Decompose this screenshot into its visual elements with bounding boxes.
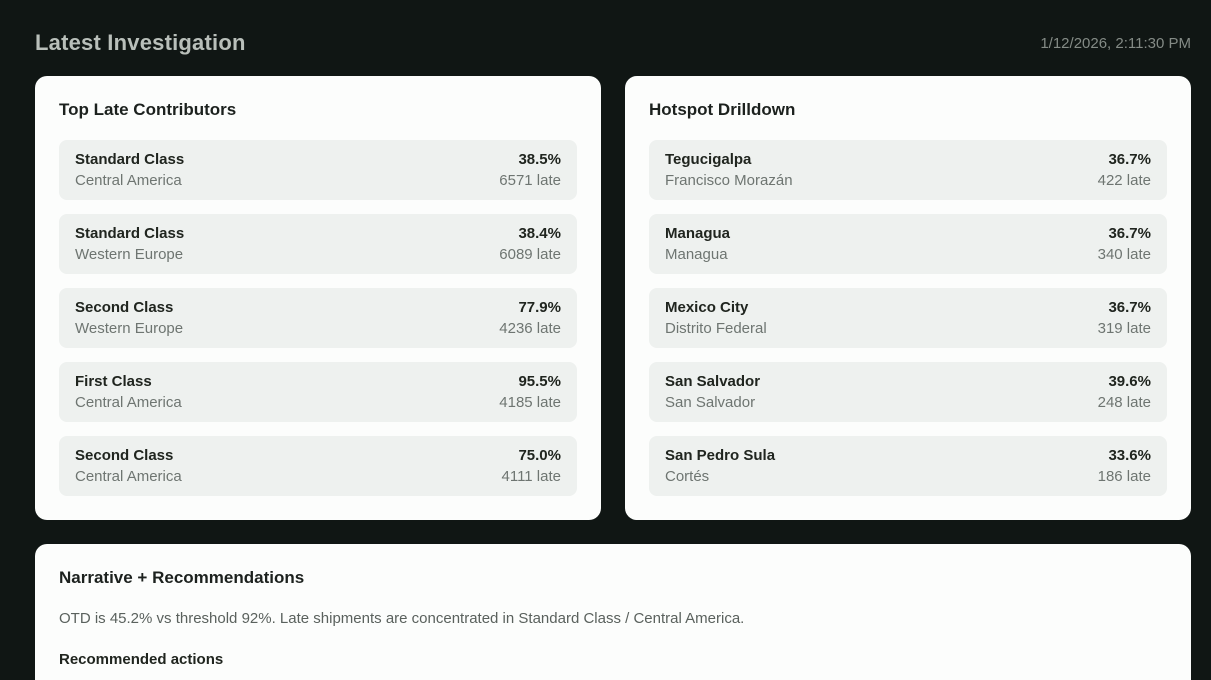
hotspot-late-pct: 33.6% [1108,447,1151,464]
contributor-region: Central America [75,172,182,189]
hotspot-values: 36.7% 319 late [1098,299,1151,337]
card-title-hotspots: Hotspot Drilldown [649,100,796,119]
contributor-name: First Class [75,373,152,390]
contributor-values: 95.5% 4185 late [499,373,561,411]
hotspot-late-count: 248 late [1097,394,1151,411]
contributor-labels: Standard Class Central America [75,151,184,189]
page-header: Latest Investigation 1/12/2026, 2:11:30 … [35,0,1191,76]
hotspot-labels: Tegucigalpa Francisco Morazán [665,151,793,189]
contributor-late-pct: 77.9% [518,299,561,316]
contributor-late-pct: 75.0% [518,447,561,464]
hotspot-city: Mexico City [665,299,749,316]
contributor-labels: Second Class Central America [75,447,182,485]
narrative-summary: OTD is 45.2% vs threshold 92%. Late ship… [59,610,745,627]
page-title: Latest Investigation [35,30,246,55]
contributor-late-pct: 95.5% [518,373,561,390]
hotspot-late-count: 319 late [1097,320,1151,337]
hotspot-labels: San Pedro Sula Cortés [665,447,775,485]
contributor-late-count: 4236 late [499,320,561,337]
hotspot-state: Francisco Morazán [665,172,793,189]
contributor-region: Central America [75,394,182,411]
report-timestamp: 1/12/2026, 2:11:30 PM [1040,34,1191,52]
hotspot-city: Managua [665,225,731,242]
hotspot-late-count: 340 late [1097,246,1151,263]
contributor-row: Standard Class Central America 38.5% 657… [59,140,577,200]
hotspot-labels: San Salvador San Salvador [665,373,760,411]
card-title-contributors: Top Late Contributors [59,100,237,119]
hotspot-city: San Pedro Sula [665,447,776,464]
contributor-name: Second Class [75,299,174,316]
hotspot-late-count: 422 late [1097,172,1151,189]
contributor-row: Standard Class Western Europe 38.4% 6089… [59,214,577,274]
contributor-name: Standard Class [75,225,185,242]
narrative-recommendations-card: Narrative + Recommendations OTD is 45.2%… [35,544,1191,680]
contributor-name: Standard Class [75,151,185,168]
hotspot-row: San Pedro Sula Cortés 33.6% 186 late [649,436,1167,496]
contributor-values: 75.0% 4111 late [502,447,562,485]
contributor-row: First Class Central America 95.5% 4185 l… [59,362,577,422]
hotspot-late-pct: 36.7% [1108,151,1151,168]
hotspot-row: San Salvador San Salvador 39.6% 248 late [649,362,1167,422]
contributor-late-pct: 38.5% [518,151,561,168]
top-late-contributors-card: Top Late Contributors Standard Class Cen… [35,76,601,520]
hotspot-labels: Managua Managua [665,225,730,263]
contributor-values: 38.5% 6571 late [499,151,561,189]
hotspot-row: Mexico City Distrito Federal 36.7% 319 l… [649,288,1167,348]
hotspot-values: 36.7% 340 late [1098,225,1151,263]
hotspot-values: 33.6% 186 late [1098,447,1151,485]
contributor-region: Western Europe [75,320,184,337]
contributor-values: 38.4% 6089 late [499,225,561,263]
hotspot-state: Managua [665,246,728,263]
contributor-late-count: 4185 late [499,394,561,411]
hotspot-late-pct: 36.7% [1108,299,1151,316]
hotspot-row: Tegucigalpa Francisco Morazán 36.7% 422 … [649,140,1167,200]
hotspot-state: Cortés [665,468,710,485]
cards-row: Top Late Contributors Standard Class Cen… [35,76,1191,520]
hotspot-state: San Salvador [665,394,756,411]
contributor-region: Western Europe [75,246,184,263]
hotspot-row: Managua Managua 36.7% 340 late [649,214,1167,274]
hotspot-late-pct: 39.6% [1108,373,1151,390]
contributor-row: Second Class Western Europe 77.9% 4236 l… [59,288,577,348]
recommended-actions-title: Recommended actions [59,651,224,668]
hotspot-state: Distrito Federal [665,320,767,337]
hotspot-city: Tegucigalpa [665,151,752,168]
contributor-row: Second Class Central America 75.0% 4111 … [59,436,577,496]
contributor-values: 77.9% 4236 late [499,299,561,337]
contributor-labels: Second Class Western Europe [75,299,183,337]
contributor-late-count: 4111 late [501,468,562,485]
contributor-labels: First Class Central America [75,373,182,411]
hotspot-values: 39.6% 248 late [1098,373,1151,411]
hotspot-late-count: 186 late [1097,468,1151,485]
hotspot-values: 36.7% 422 late [1098,151,1151,189]
card-title-narrative: Narrative + Recommendations [59,568,305,587]
contributor-late-pct: 38.4% [518,225,561,242]
contributor-late-count: 6089 late [499,246,561,263]
hotspot-city: San Salvador [665,373,761,390]
contributor-labels: Standard Class Western Europe [75,225,184,263]
contributor-region: Central America [75,468,182,485]
contributor-name: Second Class [75,447,174,464]
hotspot-late-pct: 36.7% [1108,225,1151,242]
contributor-late-count: 6571 late [499,172,561,189]
hotspot-drilldown-card: Hotspot Drilldown Tegucigalpa Francisco … [625,76,1191,520]
hotspot-labels: Mexico City Distrito Federal [665,299,767,337]
